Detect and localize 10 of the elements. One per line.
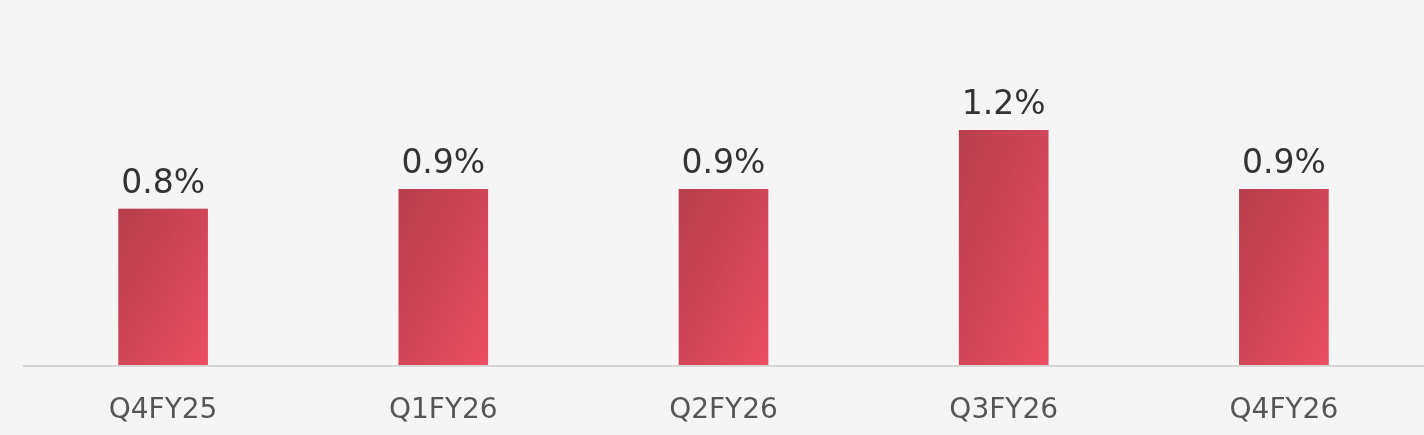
data-label: 1.2%	[961, 83, 1046, 122]
data-label: 0.9%	[1241, 142, 1326, 181]
x-tick-label: Q2FY26	[669, 392, 778, 425]
data-label: 0.9%	[401, 142, 486, 181]
x-tick-label: Q3FY26	[949, 392, 1059, 425]
x-tick-label: Q4FY25	[108, 392, 218, 425]
x-tick-label: Q1FY26	[388, 392, 498, 425]
data-label: 0.8%	[121, 161, 206, 201]
data-label: 0.9%	[681, 142, 766, 181]
x-tick-label: Q4FY26	[1229, 392, 1339, 425]
